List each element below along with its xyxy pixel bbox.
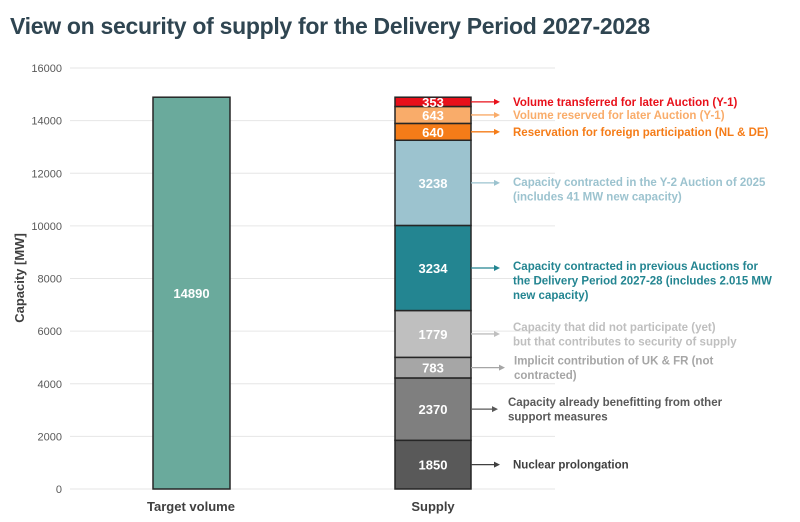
arrowhead-icon xyxy=(494,98,500,105)
data-label-supply-segment: 353 xyxy=(422,95,444,110)
x-tick-label-target: Target volume xyxy=(147,499,235,514)
arrowhead-icon xyxy=(494,111,500,118)
annotation-label: Capacity contracted in previous Auctions… xyxy=(513,261,772,302)
y-tick-label: 14000 xyxy=(31,116,62,128)
x-tick-label-supply: Supply xyxy=(411,499,455,514)
bar-segment-supply xyxy=(394,309,472,359)
y-tick-label: 6000 xyxy=(38,326,62,338)
arrowhead-icon xyxy=(499,364,505,371)
bar-target-volume xyxy=(152,96,231,490)
data-label-supply-segment: 640 xyxy=(422,125,444,140)
annotation-label: Capacity contracted in the Y-2 Auction o… xyxy=(513,177,766,204)
arrowhead-icon xyxy=(494,461,500,468)
y-tick-label: 4000 xyxy=(38,379,62,391)
data-label-supply-segment: 643 xyxy=(422,108,444,123)
data-label-target-volume: 14890 xyxy=(173,286,209,301)
annotation-label: Volume reserved for later Auction (Y-1) xyxy=(513,110,725,122)
annotation-label: Capacity that did not participate (yet) b… xyxy=(513,322,737,349)
annotation-label: Reservation for foreign participation (N… xyxy=(513,127,769,139)
y-tick-label: 0 xyxy=(56,484,62,496)
y-tick-label: 12000 xyxy=(31,168,62,180)
chart-title: View on security of supply for the Deliv… xyxy=(10,13,650,39)
y-tick-label: 10000 xyxy=(31,221,62,233)
y-tick-label: 16000 xyxy=(31,63,62,75)
data-label-supply-segment: 783 xyxy=(422,361,444,376)
annotation-label: Volume transferred for later Auction (Y-… xyxy=(513,97,737,109)
y-axis-label: Capacity [MW] xyxy=(12,233,27,323)
annotation-label: Implicit contribution of UK & FR (not con… xyxy=(514,356,713,383)
bar-segment-supply xyxy=(394,224,472,312)
arrowhead-icon xyxy=(494,128,500,135)
annotation-label: Nuclear prolongation xyxy=(513,460,629,472)
bar-segment-supply xyxy=(394,139,472,227)
arrowhead-icon xyxy=(494,179,500,186)
arrowhead-icon xyxy=(492,406,498,413)
data-label-supply-segment: 1779 xyxy=(419,327,448,342)
y-tick-label: 8000 xyxy=(38,274,62,286)
annotation-label: Capacity already benefitting from other s… xyxy=(508,397,723,424)
data-label-supply-segment: 3234 xyxy=(419,261,449,276)
arrowhead-icon xyxy=(494,330,500,337)
arrowhead-icon xyxy=(494,265,500,272)
data-label-supply-segment: 1850 xyxy=(419,458,448,473)
y-tick-label: 2000 xyxy=(38,431,62,443)
data-label-supply-segment: 3238 xyxy=(419,176,448,191)
data-label-supply-segment: 2370 xyxy=(419,402,448,417)
